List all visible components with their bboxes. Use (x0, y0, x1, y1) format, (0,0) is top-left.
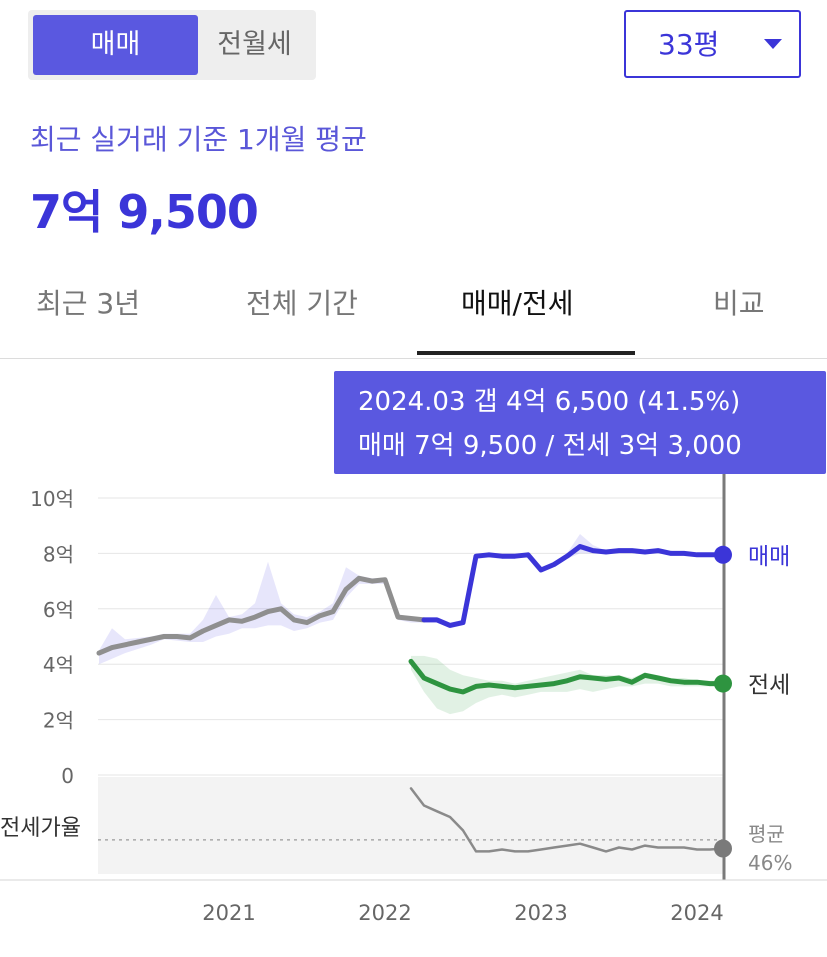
ratio-average-label: 평균 (748, 822, 785, 846)
x-tick-label: 2022 (358, 901, 411, 925)
sale-line (421, 544, 726, 628)
grid (98, 497, 723, 841)
jeonse-ratio-line (409, 787, 725, 853)
y-tick-label: 6억 (43, 598, 74, 622)
y-tick-label: 4억 (43, 653, 74, 677)
jeonse-line (408, 658, 726, 695)
jeonse-end-label: 전세 (748, 673, 790, 699)
active-tab-indicator (417, 351, 635, 355)
x-axis: 2021 2022 2023 2024 (202, 901, 723, 925)
tab-all-period[interactable]: 전체 기간 (246, 287, 358, 320)
ratio-end-marker (714, 839, 732, 858)
ratio-panel-bg (98, 777, 723, 874)
jeonse-range-band (411, 655, 723, 715)
tab-sale[interactable]: 매매 (33, 15, 198, 75)
end-markers (714, 545, 732, 858)
current-price: 7억 9,500 (30, 185, 259, 239)
series-lines (96, 544, 726, 853)
chevron-down-icon (764, 39, 782, 49)
range-bands (99, 534, 723, 715)
chart-tooltip: 2024.03 갭 4억 6,500 (41.5%) 매매 7억 9,500 /… (334, 371, 826, 474)
size-select[interactable]: 33평 (624, 10, 801, 78)
x-tick-label: 2024 (670, 901, 723, 925)
y-tick-label: 10억 (30, 487, 74, 511)
deal-type-toggle: 매매 전월세 (28, 10, 316, 80)
x-tick-label: 2023 (514, 901, 567, 925)
period-tabs: 최근 3년 전체 기간 매매/전세 비교 (0, 262, 827, 359)
size-select-value: 33평 (658, 28, 720, 61)
ratio-average-value: 46% (748, 851, 792, 875)
sale-history-line (96, 575, 427, 656)
tooltip-prices: 매매 7억 9,500 / 전세 3억 3,000 (358, 431, 742, 461)
tab-sale-jeonse[interactable]: 매매/전세 (461, 287, 574, 320)
jeonse-end-marker (714, 674, 732, 693)
y-tick-label: 0 (61, 764, 74, 788)
y-tick-label: 8억 (43, 542, 74, 566)
tab-compare[interactable]: 비교 (713, 287, 765, 320)
tab-recent-3y[interactable]: 최근 3년 (36, 287, 140, 320)
price-caption: 최근 실거래 기준 1개월 평균 (30, 123, 367, 156)
x-tick-label: 2021 (202, 901, 255, 925)
y-axis: 10억 8억 6억 4억 2억 0 (30, 487, 74, 788)
tab-jeonse-wolse[interactable]: 전월세 (217, 29, 292, 60)
tooltip-gap: 2024.03 갭 4억 6,500 (41.5%) (358, 387, 741, 417)
ratio-label: 전세가율 (0, 816, 81, 841)
sale-end-marker (714, 545, 732, 564)
y-tick-label: 2억 (43, 709, 74, 733)
sale-end-label: 매매 (748, 544, 790, 570)
